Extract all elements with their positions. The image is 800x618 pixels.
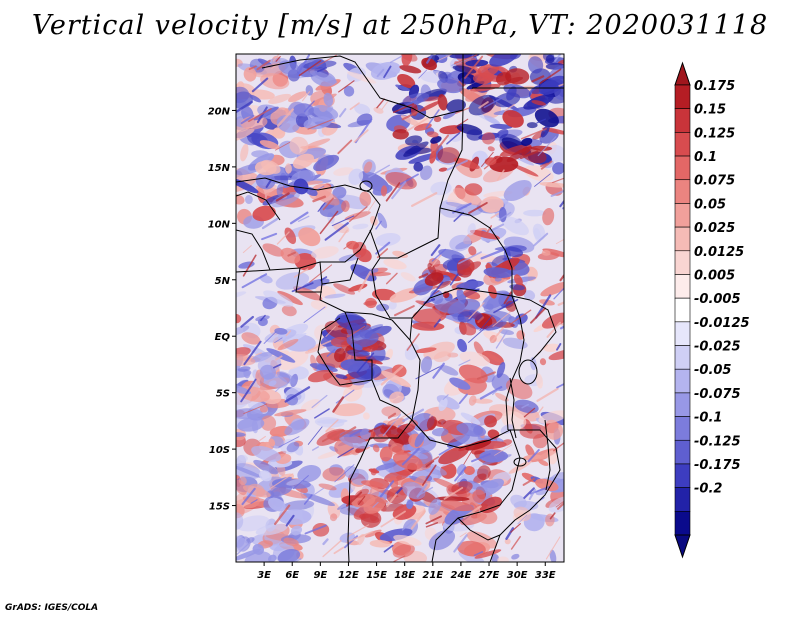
colorbar-swatch [674,155,691,181]
colorbar-swatch [674,132,691,157]
lakes [359,180,551,491]
map-frame [235,53,565,563]
colorbar-label: 0.125 [694,126,735,141]
colorbar-max-arrow [674,61,691,86]
y-tick-label: 20N [208,106,231,117]
y-tick-label: 5S [216,389,230,400]
colorbar-swatch [674,179,691,204]
colorbar-label: -0.005 [694,292,741,307]
x-axis: 3E 6E 9E 12E 15E 18E 21E 24E 27E 30E 33E [257,562,556,581]
y-tick-label: 10S [209,445,230,456]
colorbar-swatch [674,511,691,536]
y-tick-label: 5N [215,276,231,287]
x-tick-label: 27E [479,570,500,581]
colorbar-swatch [674,203,691,228]
colorbar-swatch [674,392,691,417]
x-tick-label: 33E [535,570,556,581]
colorbar-swatch [674,487,691,512]
y-tick-label: 10N [208,219,231,230]
colorbar-label: -0.0125 [694,316,750,331]
colorbar-swatch [674,226,691,252]
colorbar-label: 0.075 [694,174,735,189]
y-tick-label: EQ [215,332,231,343]
colorbar-swatch [674,84,691,109]
colorbar-label: 0.1 [694,150,717,165]
colorbar-label: 0.15 [694,103,726,118]
field-streaks [236,54,564,562]
colorbar-min-arrow [674,534,691,559]
colorbar-swatch [674,250,691,275]
colorbar-label: -0.1 [694,411,722,426]
colorbar-swatch [674,297,691,323]
colorbar-swatch [674,321,691,346]
x-tick-label: 15E [366,570,387,581]
colorbar-label: 0.175 [694,79,735,94]
colorbar-swatch [674,108,691,133]
colorbar-label: 0.005 [694,268,735,283]
colorbar-label: -0.075 [694,387,741,402]
x-tick-label: 9E [313,570,327,581]
colorbar-label: -0.125 [694,434,741,449]
grads-credit: GrADS: IGES/COLA [5,603,99,613]
x-tick-label: 3E [257,570,271,581]
colorbar-swatch [674,345,691,370]
colorbar-label: -0.2 [694,482,722,497]
colorbar-label: -0.025 [694,340,741,355]
x-tick-label: 18E [394,570,415,581]
x-tick-label: 30E [507,570,528,581]
colorbar-swatch [674,368,691,394]
colorbar-swatch [674,274,691,299]
y-tick-label: 15N [208,163,231,174]
vertical-velocity-field [236,54,564,562]
y-tick-label: 15S [209,502,230,513]
colorbar: 0.175 0.15 0.125 0.1 0.075 0.05 0.025 0.0125 0.0… [674,61,750,559]
colorbar-label: 0.0125 [694,245,744,260]
colorbar-label: 0.05 [694,197,726,212]
colorbar-label: -0.05 [694,363,731,378]
country-borders [236,54,564,562]
x-tick-label: 12E [338,570,359,581]
colorbar-swatch [674,416,691,441]
x-tick-label: 6E [285,570,299,581]
colorbar-label: 0.025 [694,221,735,236]
colorbar-label: -0.175 [694,458,741,473]
colorbar-swatch [674,439,691,465]
x-tick-label: 21E [422,570,443,581]
plot-title: Vertical velocity [m/s] at 250hPa, VT: 2… [31,10,769,41]
colorbar-swatch [674,463,691,488]
y-axis: 20N 15N 10N 5N EQ 5S 10S 15S [208,106,236,513]
x-tick-label: 24E [451,570,472,581]
